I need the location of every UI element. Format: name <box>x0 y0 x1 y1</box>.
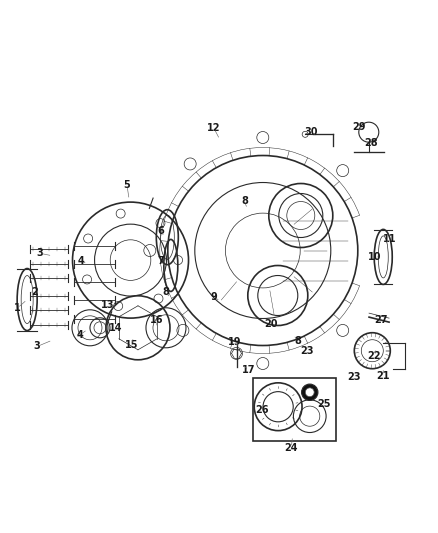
Text: 3: 3 <box>36 248 43 258</box>
Circle shape <box>305 388 314 397</box>
Text: 3: 3 <box>34 342 41 351</box>
Text: 10: 10 <box>368 252 381 262</box>
Text: 23: 23 <box>347 373 360 382</box>
Text: 30: 30 <box>304 127 318 137</box>
Text: 2: 2 <box>32 287 39 297</box>
Text: 16: 16 <box>150 315 163 325</box>
Text: 7: 7 <box>158 256 165 266</box>
Text: 15: 15 <box>125 341 138 350</box>
Text: 24: 24 <box>285 443 298 453</box>
Text: 5: 5 <box>124 181 131 190</box>
Text: 27: 27 <box>374 315 388 325</box>
Text: 12: 12 <box>207 123 220 133</box>
Text: 17: 17 <box>242 366 255 375</box>
Text: 6: 6 <box>158 226 165 236</box>
Text: 19: 19 <box>228 337 241 347</box>
Text: 14: 14 <box>110 323 123 333</box>
Text: 28: 28 <box>364 138 378 148</box>
Text: 4: 4 <box>78 256 85 266</box>
Text: 20: 20 <box>264 319 277 329</box>
Circle shape <box>302 384 318 400</box>
Text: 22: 22 <box>368 351 381 361</box>
Text: 9: 9 <box>210 293 217 302</box>
Text: 8: 8 <box>162 287 169 297</box>
Text: 23: 23 <box>300 346 313 356</box>
Text: 13: 13 <box>101 300 114 310</box>
Text: 4: 4 <box>77 330 84 340</box>
Text: 11: 11 <box>383 234 396 244</box>
Text: 1: 1 <box>14 303 21 313</box>
Text: 26: 26 <box>255 406 268 415</box>
Text: 8: 8 <box>241 197 248 206</box>
Text: 29: 29 <box>353 122 366 132</box>
Text: 25: 25 <box>318 399 331 409</box>
Text: 8: 8 <box>294 336 301 346</box>
Bar <box>253 378 336 441</box>
Text: 21: 21 <box>377 371 390 381</box>
